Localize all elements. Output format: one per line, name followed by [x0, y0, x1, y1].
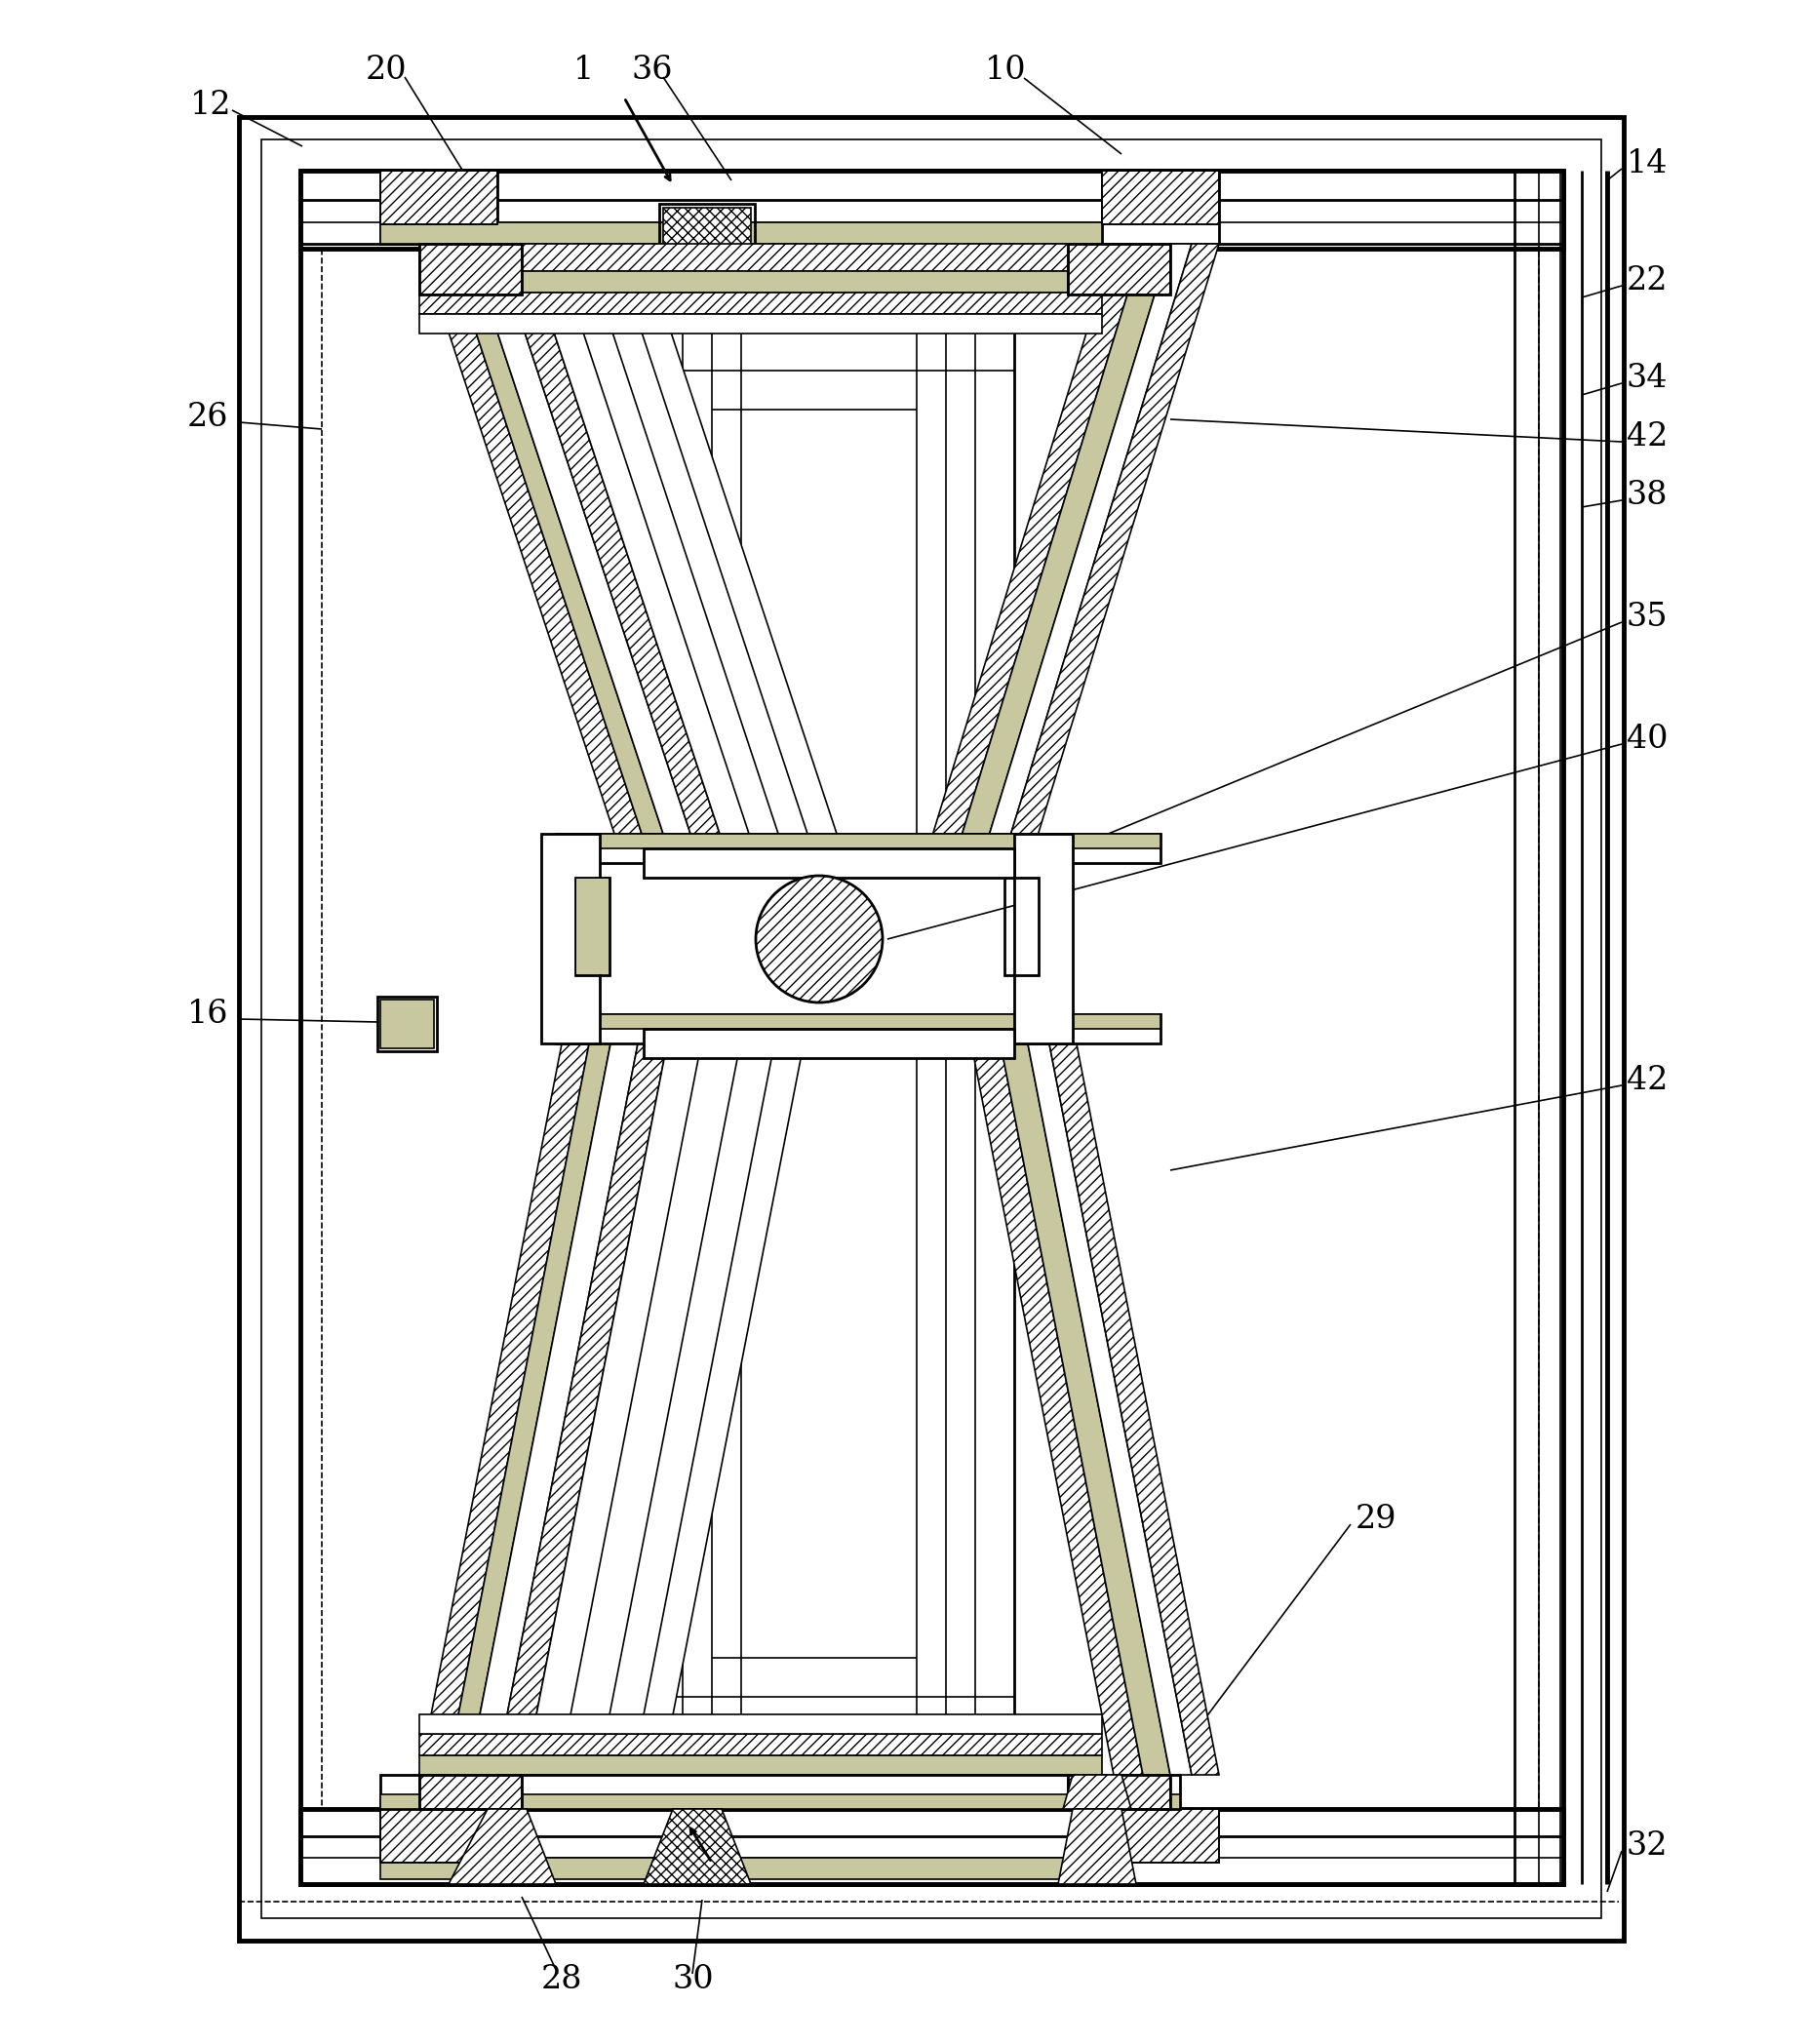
Bar — [1067, 243, 1170, 294]
Bar — [644, 1028, 1013, 1059]
Bar — [420, 1774, 1102, 1803]
Bar — [555, 834, 1160, 863]
Polygon shape — [380, 170, 497, 225]
Bar — [1067, 1774, 1170, 1809]
Text: 36: 36 — [631, 55, 673, 86]
Polygon shape — [496, 1024, 671, 1774]
Text: 34: 34 — [1626, 362, 1668, 394]
Bar — [378, 997, 436, 1051]
Bar — [380, 1858, 1102, 1878]
Bar — [420, 243, 521, 294]
Polygon shape — [1102, 1809, 1217, 1862]
Polygon shape — [1024, 1024, 1190, 1774]
Text: 1: 1 — [573, 55, 593, 86]
Circle shape — [756, 875, 883, 1002]
Text: 12: 12 — [190, 90, 232, 121]
Bar — [1102, 1809, 1217, 1862]
Bar — [644, 848, 1013, 877]
Polygon shape — [1046, 1024, 1217, 1774]
Bar — [300, 170, 1563, 1885]
Bar — [300, 1809, 1563, 1885]
Polygon shape — [984, 243, 1190, 848]
Text: 26: 26 — [186, 403, 228, 433]
Bar — [420, 292, 1102, 315]
Bar — [420, 1715, 1102, 1733]
Bar — [541, 834, 599, 1042]
Bar — [420, 1756, 1102, 1774]
Text: 28: 28 — [541, 1964, 582, 1995]
Text: 14: 14 — [1626, 149, 1668, 180]
Bar — [555, 1014, 1160, 1042]
Polygon shape — [1006, 243, 1217, 848]
Polygon shape — [420, 1024, 593, 1774]
Polygon shape — [380, 1809, 497, 1862]
Bar — [420, 1733, 1102, 1756]
Polygon shape — [525, 1024, 807, 1774]
Bar — [575, 879, 608, 975]
Polygon shape — [525, 243, 841, 848]
Polygon shape — [997, 1024, 1170, 1774]
Bar — [380, 1000, 434, 1049]
Bar — [380, 1795, 1179, 1809]
Bar — [658, 204, 754, 256]
Polygon shape — [447, 243, 668, 848]
Polygon shape — [1058, 1809, 1136, 1885]
Text: 20: 20 — [365, 55, 407, 86]
Bar — [1067, 1774, 1170, 1809]
Text: 32: 32 — [1626, 1831, 1668, 1862]
Bar — [420, 315, 1102, 333]
Bar — [380, 1809, 497, 1862]
Bar — [575, 877, 610, 975]
Bar — [239, 117, 1623, 1940]
Bar — [555, 1014, 1160, 1028]
Text: 42: 42 — [1626, 421, 1668, 452]
Polygon shape — [496, 243, 724, 848]
Text: 16: 16 — [186, 1000, 228, 1030]
Bar — [380, 170, 497, 225]
Bar — [1013, 834, 1073, 1042]
Text: 35: 35 — [1626, 601, 1668, 634]
Text: 10: 10 — [984, 55, 1026, 86]
Polygon shape — [1062, 1774, 1131, 1809]
Bar — [260, 139, 1601, 1917]
Polygon shape — [928, 243, 1141, 848]
Bar — [300, 170, 1563, 249]
Bar — [380, 1774, 1179, 1809]
Bar — [380, 170, 497, 243]
Text: 40: 40 — [1626, 724, 1668, 754]
Text: 22: 22 — [1626, 266, 1668, 296]
Bar — [420, 1774, 521, 1809]
Bar — [420, 243, 1102, 272]
Polygon shape — [449, 1809, 555, 1885]
Bar — [420, 272, 1102, 292]
Polygon shape — [957, 243, 1170, 848]
Bar — [555, 834, 1160, 848]
Bar — [1102, 170, 1217, 225]
Text: 42: 42 — [1626, 1065, 1668, 1096]
Polygon shape — [469, 243, 695, 848]
Polygon shape — [644, 1809, 751, 1885]
Bar — [1004, 877, 1038, 975]
Bar — [420, 243, 521, 294]
Bar — [1102, 170, 1217, 243]
Polygon shape — [469, 1024, 642, 1774]
Polygon shape — [420, 243, 646, 848]
Text: 29: 29 — [1355, 1504, 1397, 1535]
Polygon shape — [966, 1024, 1141, 1774]
Bar — [380, 223, 1102, 243]
Bar — [662, 208, 751, 251]
Text: 30: 30 — [673, 1964, 715, 1995]
Text: 38: 38 — [1626, 480, 1668, 511]
Polygon shape — [447, 1024, 613, 1774]
Bar — [1067, 243, 1170, 294]
Bar — [420, 1774, 521, 1809]
Polygon shape — [1102, 170, 1217, 225]
